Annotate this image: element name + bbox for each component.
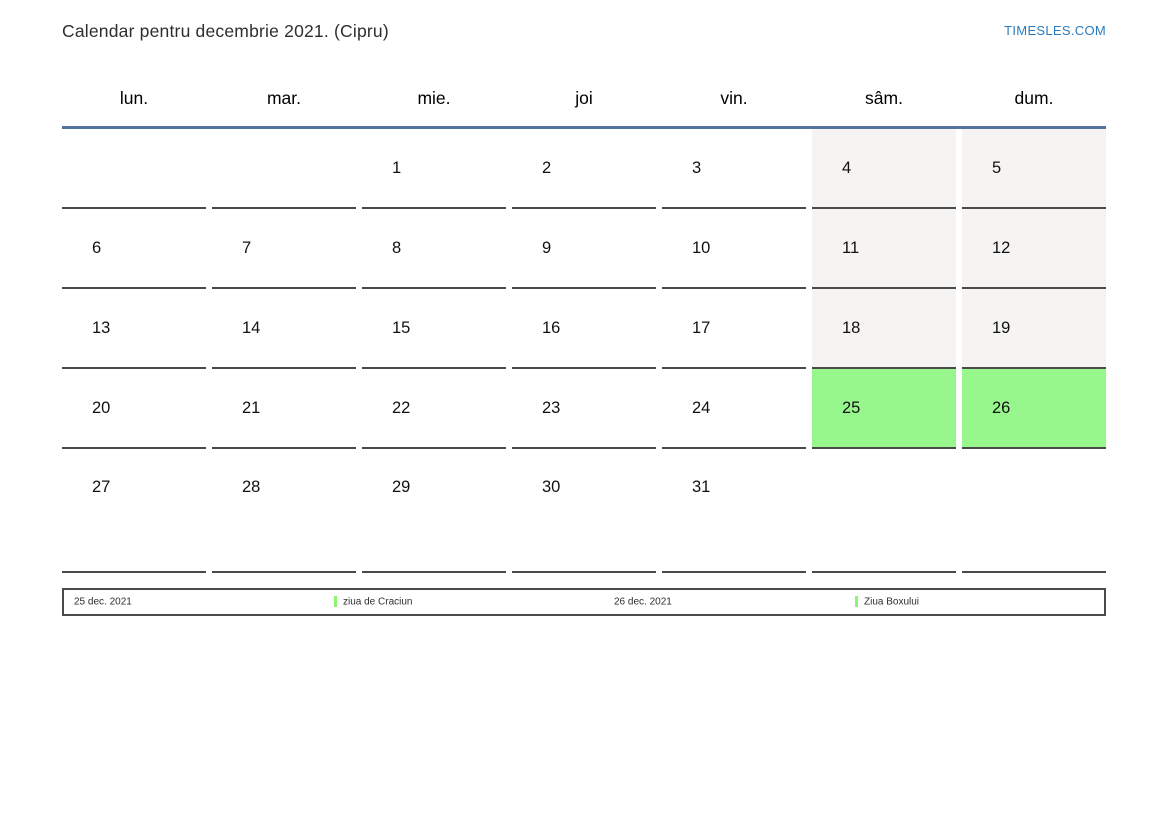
- header-divider: [62, 126, 1106, 129]
- weekday-header: lun.: [119, 87, 149, 108]
- top-bar: Calendar pentru decembrie 2021. (Cipru) …: [62, 0, 1106, 42]
- holiday-legend: 25 dec. 2021 ziua de Craciun 26 dec. 202…: [62, 588, 1106, 616]
- day-cell: 27: [62, 449, 206, 573]
- day-cell: 21: [212, 369, 356, 449]
- day-cell: [212, 129, 356, 209]
- day-cell: 17: [662, 289, 806, 369]
- legend-label: Ziua Boxului: [864, 596, 920, 608]
- day-cell: 10: [662, 209, 806, 289]
- day-cell: 23: [512, 369, 656, 449]
- legend-date: 25 dec. 2021: [74, 596, 132, 608]
- day-cell: 16: [512, 289, 656, 369]
- day-cell: 6: [62, 209, 206, 289]
- day-cell: 1: [362, 129, 506, 209]
- day-cell: 20: [62, 369, 206, 449]
- day-cell: 2: [512, 129, 656, 209]
- calendar-grid: 1 2 3 4 5 6 7 8 9 10 11 12 13 14 15 16 1…: [62, 129, 1106, 573]
- page-title: Calendar pentru decembrie 2021. (Cipru): [62, 21, 389, 41]
- legend-label: ziua de Craciun: [343, 596, 413, 608]
- day-cell: 13: [62, 289, 206, 369]
- day-cell: 31: [662, 449, 806, 573]
- day-cell: 8: [362, 209, 506, 289]
- day-cell: [962, 449, 1106, 573]
- day-cell-holiday: 25: [812, 369, 956, 449]
- weekday-header: mar.: [266, 87, 302, 108]
- legend-item: ziua de Craciun: [334, 596, 412, 608]
- weekday-header: joi: [575, 87, 593, 108]
- day-cell: 28: [212, 449, 356, 573]
- day-cell: 29: [362, 449, 506, 573]
- day-cell: 9: [512, 209, 656, 289]
- weekday-header: sâm.: [865, 87, 903, 108]
- weekday-header: dum.: [1014, 87, 1054, 108]
- day-cell: [62, 129, 206, 209]
- day-cell: 24: [662, 369, 806, 449]
- day-cell: 30: [512, 449, 656, 573]
- brand-link[interactable]: TIMESLES.COM: [1004, 23, 1106, 38]
- holiday-marker-icon: [334, 596, 337, 607]
- day-cell: [812, 449, 956, 573]
- day-cell: 7: [212, 209, 356, 289]
- day-cell-holiday: 26: [962, 369, 1106, 449]
- day-cell-weekend: 5: [962, 129, 1106, 209]
- day-cell-weekend: 18: [812, 289, 956, 369]
- day-cell-weekend: 11: [812, 209, 956, 289]
- day-cell: 14: [212, 289, 356, 369]
- day-cell-weekend: 12: [962, 209, 1106, 289]
- legend-item: Ziua Boxului: [855, 596, 919, 608]
- day-cell: 3: [662, 129, 806, 209]
- day-cell: 15: [362, 289, 506, 369]
- day-cell: 22: [362, 369, 506, 449]
- calendar-page: Calendar pentru decembrie 2021. (Cipru) …: [62, 0, 1106, 616]
- weekday-header: vin.: [720, 87, 748, 108]
- holiday-marker-icon: [855, 596, 858, 607]
- day-cell-weekend: 4: [812, 129, 956, 209]
- legend-date: 26 dec. 2021: [614, 596, 672, 608]
- weekday-header-row: lun. mar. mie. joi vin. sâm. dum.: [62, 84, 1106, 112]
- day-cell-weekend: 19: [962, 289, 1106, 369]
- weekday-header: mie.: [417, 87, 451, 108]
